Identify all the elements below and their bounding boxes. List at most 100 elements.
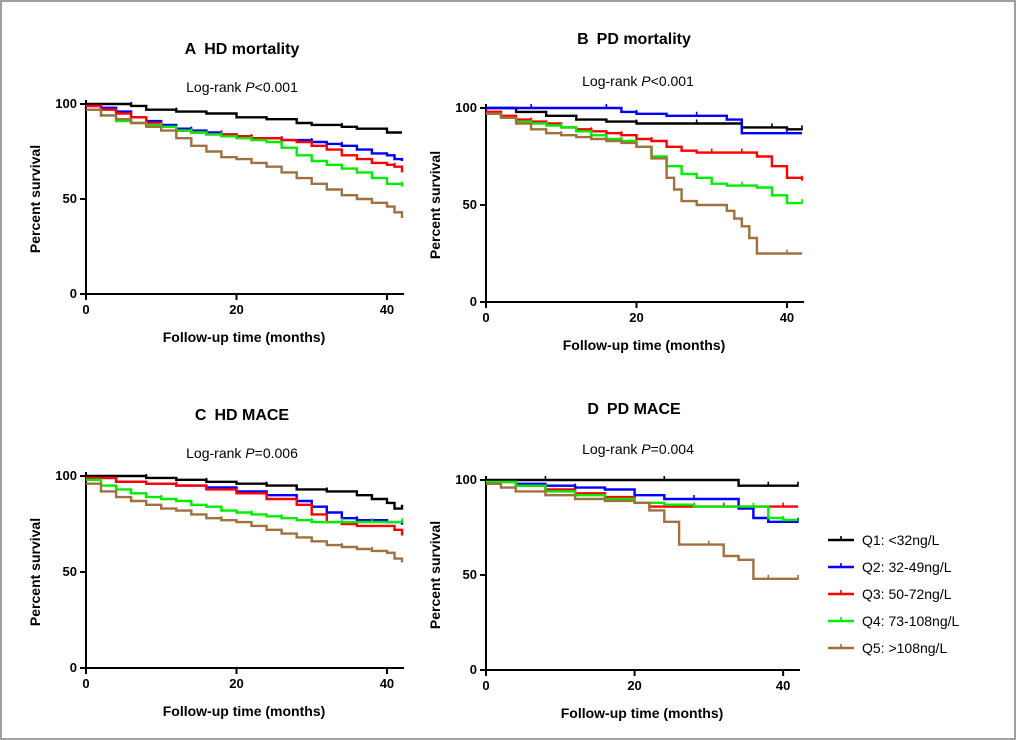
- survival-curve: [486, 112, 802, 255]
- x-tick-label: 20: [229, 676, 243, 691]
- survival-curve: [486, 478, 798, 487]
- logrank-value: <0.001: [651, 73, 694, 89]
- panel-letter: A: [185, 41, 197, 58]
- panel-letter: C: [195, 407, 207, 424]
- series-q5: [86, 108, 404, 218]
- survival-curve: [86, 104, 404, 161]
- series-q5: [486, 112, 802, 255]
- logrank-prefix: Log-rank: [186, 79, 245, 95]
- legend-item-q5: Q5: >108ng/L: [828, 640, 947, 656]
- x-axis-label: Follow-up time (months): [163, 329, 326, 345]
- x-tick-label: 20: [627, 678, 641, 693]
- x-tick-label: 40: [380, 676, 394, 691]
- legend-label: Q1: <32ng/L: [862, 532, 940, 548]
- panel-title-text: HD MACE: [214, 407, 289, 424]
- panel-title: C HD MACE: [195, 407, 290, 424]
- series-q1: [486, 476, 799, 487]
- x-axis-label: Follow-up time (months): [163, 703, 326, 719]
- legend: Q1: <32ng/L Q2: 32-49ng/L Q3: 50-72ng/L Q4:…: [828, 532, 960, 656]
- x-tick-label: 0: [482, 678, 489, 693]
- logrank-text: Log-rank P=0.004: [582, 441, 694, 457]
- panel-title-text: PD MACE: [607, 401, 681, 418]
- survival-curve: [486, 482, 798, 580]
- legend-item-q4: Q4: 73-108ng/L: [828, 613, 960, 629]
- logrank-prefix: Log-rank: [186, 445, 245, 461]
- y-tick-label: 0: [470, 294, 477, 309]
- x-tick-label: 20: [229, 302, 243, 317]
- legend-item-q1: Q1: <32ng/L: [828, 532, 940, 548]
- x-tick-label: 0: [82, 302, 89, 317]
- logrank-p: P: [245, 79, 255, 95]
- panel-c: C HD MACE Log-rank P=0.006 0 50 100 0 20 40 Follo…: [27, 407, 404, 719]
- y-tick-label: 0: [470, 662, 477, 677]
- panel-a: A HD mortality Log-rank P<0.001 0 50 100 0 20 40…: [27, 41, 404, 345]
- survival-curve: [486, 106, 802, 131]
- x-axis-label: Follow-up time (months): [563, 337, 726, 353]
- y-tick-label: 0: [70, 660, 77, 675]
- legend-label: Q3: 50-72ng/L: [862, 586, 952, 602]
- y-tick-label: 100: [455, 100, 477, 115]
- x-tick-label: 0: [82, 676, 89, 691]
- x-tick-label: 40: [776, 678, 790, 693]
- series-q5: [486, 482, 799, 580]
- panel-letter: B: [577, 31, 589, 48]
- legend-label: Q4: 73-108ng/L: [862, 613, 960, 629]
- series-q1: [86, 101, 402, 134]
- x-axis-label: Follow-up time (months): [561, 705, 724, 721]
- y-tick-label: 100: [55, 468, 77, 483]
- logrank-text: Log-rank P<0.001: [186, 79, 298, 95]
- x-tick-label: 40: [380, 302, 394, 317]
- y-tick-label: 100: [455, 472, 477, 487]
- panel-d: D PD MACE Log-rank P=0.004 0 50 100 0 20 40 Follo…: [427, 401, 800, 721]
- survival-curve: [486, 106, 802, 135]
- panel-title: D PD MACE: [587, 401, 681, 418]
- y-tick-label: 50: [463, 197, 477, 212]
- y-tick-label: 50: [463, 567, 477, 582]
- y-axis-label: Percent survival: [27, 518, 43, 626]
- series-q4: [86, 478, 403, 524]
- logrank-text: Log-rank P<0.001: [582, 73, 694, 89]
- survival-curve: [486, 480, 798, 522]
- logrank-prefix: Log-rank: [582, 73, 641, 89]
- x-tick-label: 20: [629, 310, 643, 325]
- series-q2: [86, 103, 404, 161]
- survival-curve: [486, 110, 804, 180]
- y-tick-label: 50: [63, 564, 77, 579]
- panel-title-text: PD mortality: [597, 31, 691, 48]
- panel-letter: D: [587, 401, 599, 418]
- survival-curve: [86, 102, 402, 134]
- panel-title: A HD mortality: [185, 41, 300, 58]
- logrank-p: P: [641, 73, 651, 89]
- panel-title: B PD mortality: [577, 31, 691, 48]
- logrank-text: Log-rank P=0.006: [186, 445, 298, 461]
- series-q4: [486, 480, 798, 522]
- series-q5: [86, 482, 404, 563]
- series-q2: [486, 104, 802, 135]
- logrank-value: =0.006: [255, 445, 298, 461]
- survival-curve: [86, 474, 404, 510]
- logrank-prefix: Log-rank: [582, 441, 641, 457]
- legend-item-q2: Q2: 32-49ng/L: [828, 559, 952, 575]
- y-tick-label: 50: [63, 191, 77, 206]
- y-axis-label: Percent survival: [427, 521, 443, 629]
- logrank-value: =0.004: [651, 441, 694, 457]
- series-q1: [86, 473, 404, 510]
- y-tick-label: 100: [55, 96, 77, 111]
- panel-b: B PD mortality Log-rank P<0.001 0 50 100 0 20 40…: [427, 31, 804, 353]
- survival-curve: [86, 108, 404, 186]
- survival-curve: [86, 476, 404, 536]
- panel-title-text: HD mortality: [204, 41, 299, 58]
- legend-item-q3: Q3: 50-72ng/L: [828, 586, 952, 602]
- y-axis-label: Percent survival: [427, 151, 443, 259]
- legend-label: Q2: 32-49ng/L: [862, 559, 952, 575]
- x-tick-label: 40: [780, 310, 794, 325]
- y-tick-label: 0: [70, 286, 77, 301]
- logrank-value: <0.001: [255, 79, 298, 95]
- series-q3: [86, 476, 404, 536]
- series-q1: [486, 106, 803, 131]
- legend-label: Q5: >108ng/L: [862, 640, 947, 656]
- logrank-p: P: [245, 445, 255, 461]
- y-axis-label: Percent survival: [27, 145, 43, 253]
